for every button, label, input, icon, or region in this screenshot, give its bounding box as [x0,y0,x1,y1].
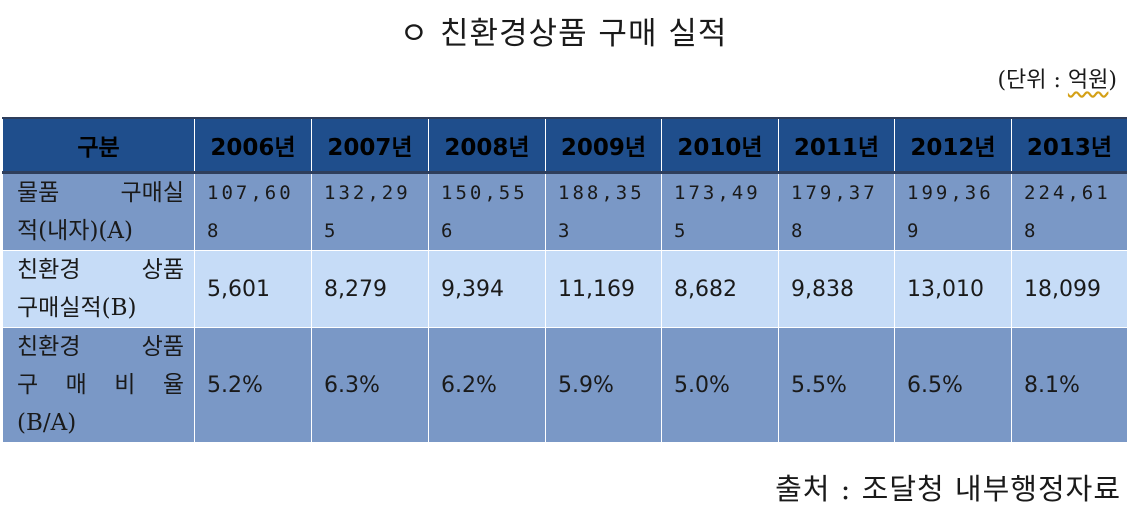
header-year: 2009년 [545,117,662,174]
label-word: (B/A) [17,410,77,436]
label-word: 물품 [17,180,60,206]
label-word: 친환경 [17,257,81,283]
table-cell: 8,279 [311,250,429,328]
header-year: 2008년 [428,117,546,174]
row-label: 물품 구매실 적(내자)(A) [2,172,195,251]
header-year: 2013년 [1011,117,1127,174]
table-cell: 173,495 [661,172,779,251]
label-word: 상품 [141,334,184,360]
unit-prefix: (단위 : [997,68,1068,93]
label-word: 구 [17,372,39,398]
table-cell: 188,353 [545,172,662,251]
table-cell: 6.2% [428,327,546,443]
table-cell: 199,369 [894,172,1012,251]
table-cell: 5.0% [661,327,779,443]
label-word: 율 [162,372,184,398]
table-cell: 5,601 [194,250,312,328]
table-cell: 5.5% [778,327,895,443]
header-year: 2006년 [194,117,312,174]
unit-note: (단위 : 억원) [997,62,1117,94]
header-category: 구분 [2,117,195,174]
table-cell: 224,618 [1011,172,1127,251]
table-row-eco-purchase: 친환경 상품 구매실적(B) 5,601 8,279 9,394 11,169 8… [2,250,1127,328]
label-word: 친환경 [17,334,81,360]
table-cell: 13,010 [894,250,1012,328]
label-word: 적(내자)(A) [17,218,133,244]
unit-suffix: ) [1108,68,1117,93]
table-cell: 179,378 [778,172,895,251]
table-cell: 8.1% [1011,327,1127,443]
table-row-total-purchase: 물품 구매실 적(내자)(A) 107,608 132,295 150,556 1… [2,172,1127,251]
page-title: ㅇ 친환경상품 구매 실적 [399,16,728,52]
header-year: 2011년 [778,117,895,174]
table-cell: 6.3% [311,327,429,443]
unit-value: 억원 [1067,68,1109,93]
label-word: 구매실적(B) [17,295,137,321]
purchase-table: 구분 2006년 2007년 2008년 2009년 2010년 2011년 2… [2,117,1127,443]
table-cell: 132,295 [311,172,429,251]
label-word: 매 [65,372,87,398]
header-year: 2007년 [311,117,429,174]
table-cell: 18,099 [1011,250,1127,328]
header-year: 2010년 [661,117,779,174]
header-row: 구분 2006년 2007년 2008년 2009년 2010년 2011년 2… [2,117,1127,174]
table-cell: 150,556 [428,172,546,251]
table-cell: 9,838 [778,250,895,328]
table-cell: 6.5% [894,327,1012,443]
table-cell: 8,682 [661,250,779,328]
header-year: 2012년 [894,117,1012,174]
source-note: 출처 : 조달청 내부행정자료 [775,472,1121,506]
table-cell: 9,394 [428,250,546,328]
table-cell: 5.9% [545,327,662,443]
label-word: 비 [114,372,136,398]
table-cell: 107,608 [194,172,312,251]
table-cell: 5.2% [194,327,312,443]
row-label: 친환경 상품 구매실적(B) [2,250,195,328]
table-cell: 11,169 [545,250,662,328]
label-word: 구매실 [120,180,184,206]
label-word: 상품 [141,257,184,283]
